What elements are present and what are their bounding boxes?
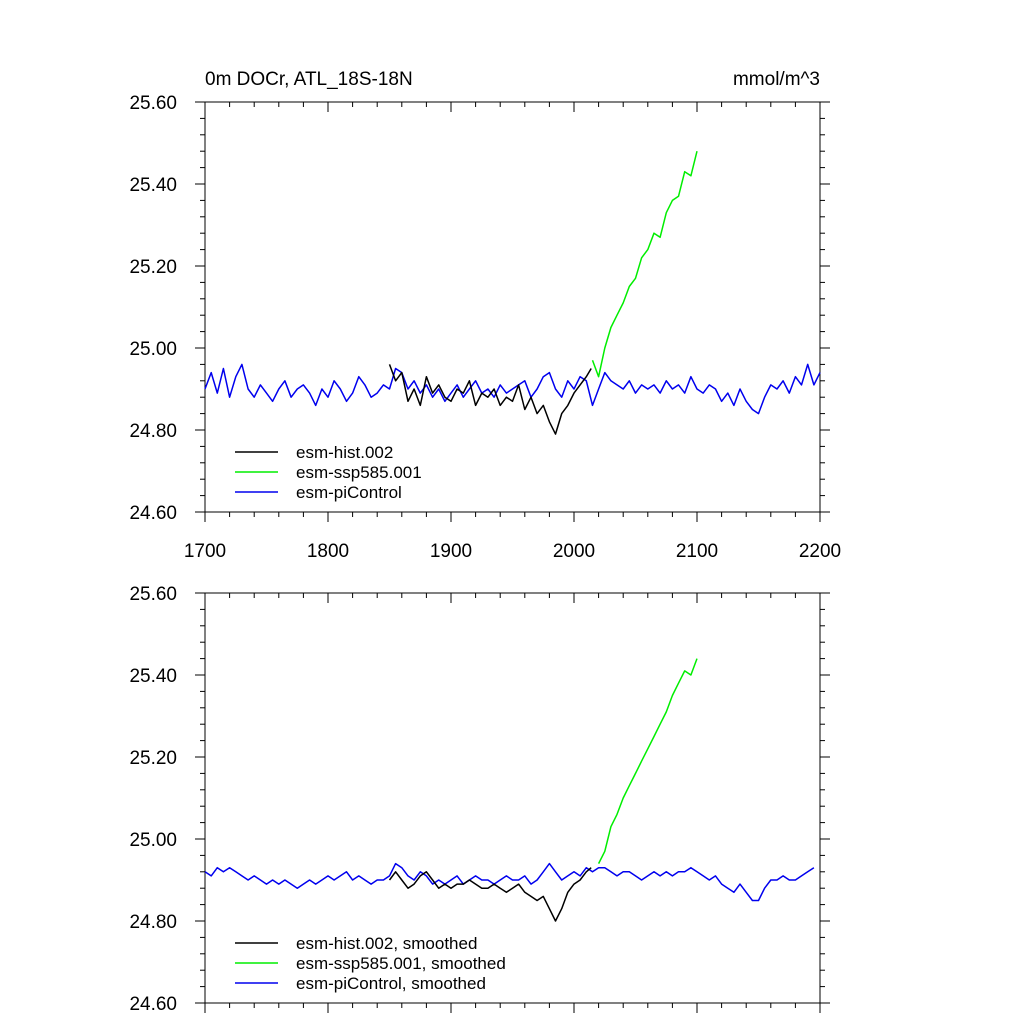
- bottom-panel-ticks: 24.60 24.80 25.00 25.20 25.40 25.60: [129, 584, 830, 1015]
- top-panel-title: 0m DOCr, ATL_18S-18N: [205, 69, 413, 90]
- x-tick-label: 1800: [307, 541, 349, 562]
- top-panel-series: [204, 151, 821, 435]
- x-tick-label: 2200: [799, 541, 841, 562]
- y-tick-label: 24.80: [129, 421, 177, 442]
- legend-label: esm-ssp585.001: [296, 463, 422, 482]
- legend-label: esm-hist.002: [296, 443, 393, 462]
- x-tick-label: 1700: [184, 541, 226, 562]
- y-tick-label: 25.40: [129, 666, 177, 687]
- y-tick-label: 25.60: [129, 93, 177, 114]
- bottom-panel-series: [204, 658, 815, 922]
- y-tick-label: 25.00: [129, 339, 177, 360]
- top-panel: 0m DOCr, ATL_18S-18N mmol/m^3 24.60 24.80…: [129, 69, 841, 562]
- bottom-panel: 24.60 24.80 25.00 25.20 25.40 25.60 esm-hist.…: [129, 584, 830, 1015]
- legend-label: esm-piControl: [296, 483, 402, 502]
- y-tick-label: 25.20: [129, 257, 177, 278]
- x-tick-label: 1900: [430, 541, 472, 562]
- y-tick-label: 24.80: [129, 912, 177, 933]
- top-panel-frame: [204, 101, 821, 513]
- top-panel-ticks: 24.60 24.80 25.00 25.20 25.40 25.60 1700 1800 19…: [129, 93, 841, 562]
- series-line: [591, 151, 698, 378]
- y-tick-label: 25.00: [129, 830, 177, 851]
- y-tick-label: 25.60: [129, 584, 177, 605]
- x-tick-label: 2000: [553, 541, 595, 562]
- x-tick-label: 2100: [676, 541, 718, 562]
- legend-label: esm-ssp585.001, smoothed: [296, 954, 506, 973]
- legend-label: esm-piControl, smoothed: [296, 974, 486, 993]
- y-tick-label: 25.40: [129, 175, 177, 196]
- y-tick-label: 25.20: [129, 748, 177, 769]
- series-line: [204, 862, 815, 902]
- series-line: [388, 364, 592, 435]
- legend-label: esm-hist.002, smoothed: [296, 934, 477, 953]
- y-tick-label: 24.60: [129, 503, 177, 524]
- y-tick-label: 24.60: [129, 994, 177, 1015]
- bottom-panel-frame: [204, 592, 821, 1004]
- top-panel-units: mmol/m^3: [733, 69, 820, 90]
- series-line: [388, 867, 592, 922]
- series-line: [597, 658, 698, 864]
- series-line: [204, 363, 821, 415]
